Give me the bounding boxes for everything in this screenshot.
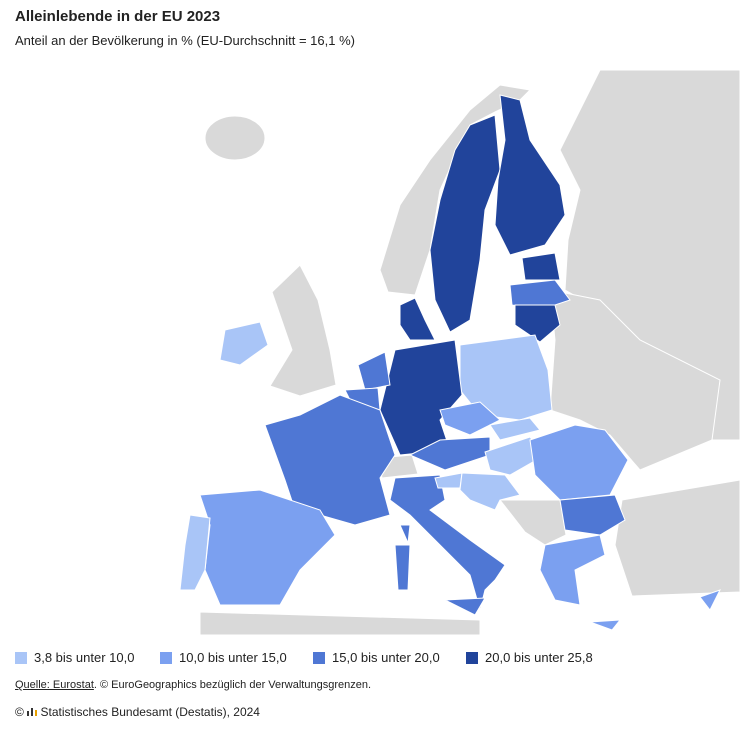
country — [219, 321, 269, 366]
legend-label: 20,0 bis unter 25,8 — [485, 650, 593, 665]
country — [357, 351, 391, 391]
country — [521, 252, 561, 281]
country — [484, 436, 546, 476]
country — [529, 424, 629, 501]
country — [559, 494, 626, 536]
legend-label: 15,0 bis unter 20,0 — [332, 650, 440, 665]
source: Quelle: Eurostat. © EuroGeographics bezü… — [15, 679, 371, 691]
country — [394, 544, 411, 591]
eu-countries — [179, 94, 721, 631]
legend-item: 10,0 bis unter 15,0 — [160, 650, 287, 665]
country — [389, 474, 506, 612]
country — [179, 514, 211, 591]
legend-label: 3,8 bis unter 10,0 — [34, 650, 135, 665]
country — [494, 94, 566, 256]
copyright: © Statistisches Bundesamt (Destatis), 20… — [15, 705, 260, 719]
legend-item: 15,0 bis unter 20,0 — [313, 650, 440, 665]
copyright-text: Statistisches Bundesamt (Destatis), 2024 — [40, 705, 260, 719]
country — [699, 589, 721, 611]
country — [459, 472, 521, 511]
title: Alleinlebende in der EU 2023 — [15, 8, 221, 25]
legend-label: 10,0 bis unter 15,0 — [179, 650, 287, 665]
country — [408, 436, 491, 471]
country — [399, 524, 411, 545]
country — [459, 334, 553, 421]
country — [429, 114, 501, 333]
non-eu-land — [199, 69, 741, 636]
legend-item: 20,0 bis unter 25,8 — [466, 650, 593, 665]
country — [514, 304, 561, 343]
country — [439, 401, 501, 436]
country — [589, 619, 622, 631]
map — [179, 69, 741, 636]
subtitle: Anteil an der Bevölkerung in % (EU-Durch… — [15, 33, 355, 48]
source-text: . © EuroGeographics bezüglich der Verwal… — [93, 679, 372, 691]
source-link[interactable]: Quelle: Eurostat — [15, 679, 94, 691]
logo — [27, 708, 38, 716]
country — [489, 417, 541, 441]
legend-swatch — [466, 651, 478, 664]
legend-swatch — [15, 651, 27, 664]
legend-swatch — [313, 651, 325, 664]
country — [379, 339, 463, 456]
country — [399, 297, 436, 341]
legend-swatch — [160, 651, 172, 664]
country — [443, 597, 486, 616]
country — [539, 534, 606, 606]
legend-item: 3,8 bis unter 10,0 — [15, 650, 134, 665]
